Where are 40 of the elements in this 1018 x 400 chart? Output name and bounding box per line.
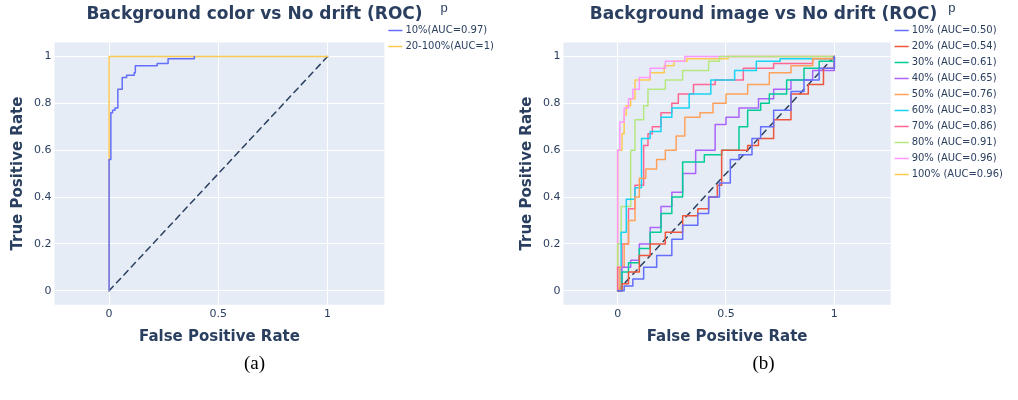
legend-title: p xyxy=(440,0,448,16)
legend-label: 70% (AUC=0.86) xyxy=(911,120,997,132)
x-axis-title: False Positive Rate xyxy=(646,326,808,345)
y-tick-label: 0.6 xyxy=(33,143,52,157)
legend-label: 50% (AUC=0.76) xyxy=(911,88,997,100)
x-tick-label: 0 xyxy=(105,307,113,321)
y-axis-title: True Positive Rate xyxy=(516,96,535,251)
legend-label: 10% (AUC=0.50) xyxy=(911,24,997,36)
legend-label: 40% (AUC=0.65) xyxy=(911,72,997,84)
y-tick-label: 0.4 xyxy=(33,189,52,203)
y-tick-label: 0.6 xyxy=(542,143,561,157)
legend-label: 60% (AUC=0.83) xyxy=(911,104,997,116)
chart-title: Background color vs No drift (ROC) xyxy=(86,2,423,23)
x-tick-label: 0 xyxy=(614,307,622,321)
y-tick-label: 0.2 xyxy=(542,236,561,250)
x-tick-label: 1 xyxy=(830,307,838,321)
y-tick-label: 0 xyxy=(44,283,52,297)
y-tick-label: 0.2 xyxy=(33,236,52,250)
legend-label: 20% (AUC=0.54) xyxy=(911,40,997,52)
legend-label: 20-100%(AUC=1) xyxy=(405,40,495,52)
legend-label: 30% (AUC=0.61) xyxy=(911,56,997,68)
legend-label: 100% (AUC=0.96) xyxy=(911,168,1004,180)
y-tick-label: 1 xyxy=(44,49,52,63)
legend-label: 90% (AUC=0.96) xyxy=(911,152,997,164)
text: (b) xyxy=(752,352,775,374)
text: (a) xyxy=(243,352,266,374)
x-tick-label: 0.5 xyxy=(717,307,735,321)
chart-title: Background image vs No drift (ROC) xyxy=(589,2,938,23)
legend-label: 80% (AUC=0.91) xyxy=(911,136,997,148)
x-axis-title: False Positive Rate xyxy=(139,326,300,345)
legend-label: 10%(AUC=0.97) xyxy=(405,24,488,36)
y-tick-label: 0.8 xyxy=(542,96,561,110)
y-tick-label: 0.8 xyxy=(33,96,52,110)
y-tick-label: 0.4 xyxy=(542,189,561,203)
x-tick-label: 0.5 xyxy=(209,307,228,321)
y-tick-label: 0 xyxy=(553,283,561,297)
legend-title: p xyxy=(948,0,956,16)
x-tick-label: 1 xyxy=(324,307,332,321)
y-tick-label: 1 xyxy=(553,49,561,63)
y-axis-title: True Positive Rate xyxy=(7,96,26,251)
